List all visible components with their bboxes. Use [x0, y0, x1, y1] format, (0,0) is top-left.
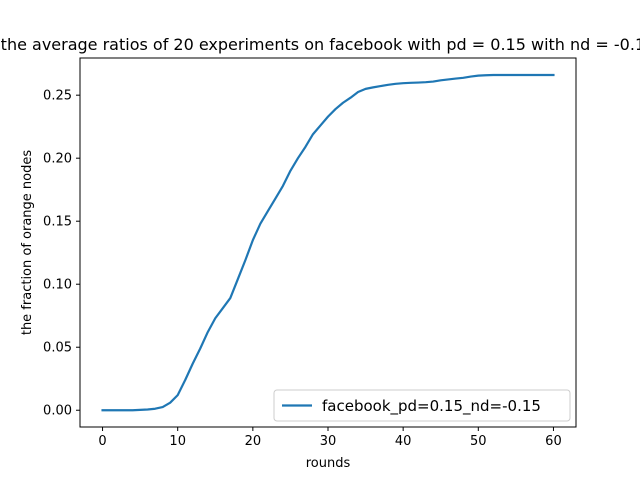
y-tick-label: 0.20	[43, 152, 72, 167]
x-tick-label: 40	[395, 434, 412, 449]
x-tick-label: 50	[470, 434, 487, 449]
legend-box	[273, 389, 571, 422]
x-tick-label: 0	[98, 434, 106, 449]
y-axis-label: the fraction of orange nodes	[20, 150, 35, 336]
series-line-0	[101, 73, 555, 412]
legend: facebook_pd=0.15_nd=-0.15	[273, 389, 571, 422]
plot-frame	[79, 57, 577, 428]
x-tick-label: 30	[320, 434, 337, 449]
y-tick-label: 0.05	[43, 341, 72, 356]
y-tick-label: 0.25	[43, 89, 72, 104]
y-tick-label: 0.15	[43, 215, 72, 230]
x-axis-label: rounds	[306, 456, 351, 471]
legend-label: facebook_pd=0.15_nd=-0.15	[322, 397, 541, 416]
ticks-layer: 0 10 20 30 40 50 60 0.00 0.05 0.10 0.15 0.20 0.25	[43, 89, 562, 449]
x-tick-label: 60	[545, 434, 562, 449]
x-tick-label: 10	[169, 434, 186, 449]
y-tick-label: 0.10	[43, 278, 72, 293]
x-tick-label: 20	[245, 434, 262, 449]
series-layer	[101, 73, 555, 412]
y-tick-label: 0.00	[43, 404, 72, 419]
chart-title: the average ratios of 20 experiments on …	[1, 35, 640, 54]
